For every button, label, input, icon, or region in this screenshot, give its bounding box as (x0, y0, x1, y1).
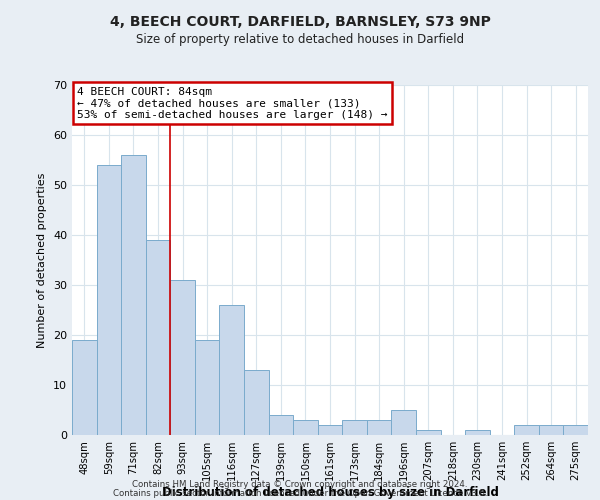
Bar (465, 430, 490, 435)
Bar (170, 280, 195, 435)
Text: Size of property relative to detached houses in Darfield: Size of property relative to detached ho… (136, 32, 464, 46)
Bar (97, 165, 121, 435)
Bar (146, 240, 170, 435)
Y-axis label: Number of detached properties: Number of detached properties (37, 172, 47, 348)
Bar (563, 425, 588, 435)
Bar (318, 425, 342, 435)
X-axis label: Distribution of detached houses by size in Darfield: Distribution of detached houses by size … (161, 486, 499, 499)
Text: Contains HM Land Registry data © Crown copyright and database right 2024.: Contains HM Land Registry data © Crown c… (132, 480, 468, 489)
Bar (72, 340, 97, 435)
Text: 4 BEECH COURT: 84sqm
← 47% of detached houses are smaller (133)
53% of semi-deta: 4 BEECH COURT: 84sqm ← 47% of detached h… (77, 87, 388, 120)
Text: Contains public sector information licensed under the Open Government Licence v3: Contains public sector information licen… (113, 489, 487, 498)
Bar (539, 425, 563, 435)
Bar (367, 420, 391, 435)
Bar (220, 305, 244, 435)
Bar (195, 340, 220, 435)
Bar (293, 420, 318, 435)
Bar (416, 430, 440, 435)
Text: 4, BEECH COURT, DARFIELD, BARNSLEY, S73 9NP: 4, BEECH COURT, DARFIELD, BARNSLEY, S73 … (110, 15, 490, 29)
Bar (391, 410, 416, 435)
Bar (269, 415, 293, 435)
Bar (121, 155, 146, 435)
Bar (342, 420, 367, 435)
Bar (244, 370, 269, 435)
Bar (514, 425, 539, 435)
